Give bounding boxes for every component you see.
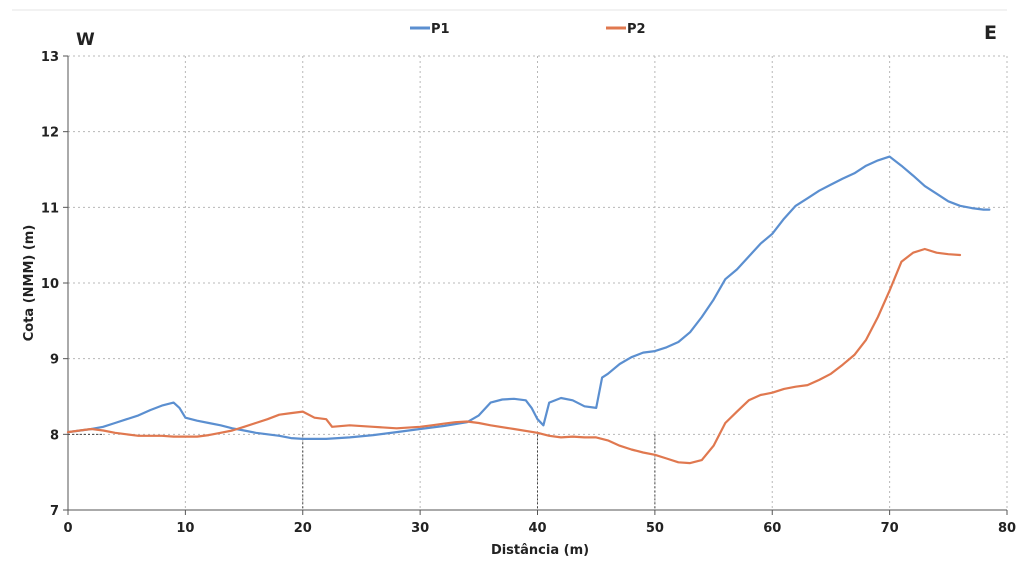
west-label: W	[76, 30, 95, 50]
grid	[68, 55, 1008, 510]
y-tick-label-1: 8	[50, 428, 59, 443]
legend-label-p1: P1	[431, 22, 450, 37]
series-line-p2	[66, 247, 962, 465]
axes	[63, 55, 1008, 515]
x-tick-label-6: 60	[763, 521, 781, 536]
x-tick-label-7: 70	[881, 521, 899, 536]
series-lines	[66, 155, 991, 465]
x-tick-label-0: 0	[63, 521, 72, 536]
x-tick-label-8: 80	[998, 521, 1016, 536]
reference-lines	[68, 433, 656, 510]
y-tick-label-0: 7	[50, 504, 59, 519]
series-line-p1	[66, 155, 991, 440]
tick-labels: 7 8 9 10 11 12 13 0 10 20 30 40 50 60 70 80	[41, 50, 1016, 536]
y-tick-label-6: 13	[41, 50, 59, 65]
x-tick-label-2: 20	[294, 521, 312, 536]
x-tick-label-5: 50	[646, 521, 664, 536]
y-tick-label-4: 11	[41, 201, 59, 216]
legend: P1 P2	[410, 22, 646, 37]
x-tick-label-3: 30	[411, 521, 429, 536]
y-tick-label-3: 10	[41, 277, 59, 292]
y-axis-title: Cota (NMM) (m)	[22, 225, 37, 342]
x-tick-label-4: 40	[528, 521, 546, 536]
y-tick-label-2: 9	[50, 353, 59, 368]
y-tick-label-5: 12	[41, 126, 59, 141]
legend-label-p2: P2	[627, 22, 646, 37]
x-tick-label-1: 10	[176, 521, 194, 536]
x-axis-title: Distância (m)	[491, 543, 589, 558]
east-label: E	[984, 22, 997, 44]
